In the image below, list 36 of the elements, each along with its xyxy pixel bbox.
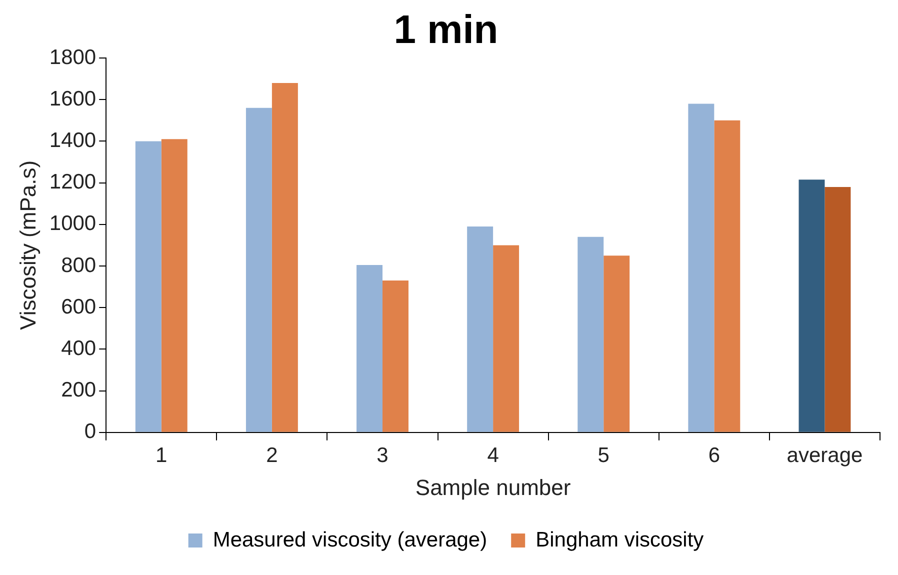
- x-tick-label: 1: [156, 444, 168, 467]
- bar: [246, 108, 272, 432]
- bar: [382, 280, 408, 432]
- y-tick-label: 0: [84, 420, 96, 444]
- bar: [467, 226, 494, 432]
- x-axis-title: Sample number: [415, 474, 571, 500]
- bar: [356, 264, 383, 432]
- legend-label: Bingham viscosity: [536, 528, 704, 552]
- x-tick-label: 4: [487, 444, 500, 467]
- bar: [688, 104, 714, 432]
- bar: [578, 236, 604, 432]
- bar: [493, 245, 520, 432]
- bar: [604, 256, 630, 432]
- bar: [272, 82, 298, 432]
- x-tick-label: 5: [598, 444, 610, 467]
- bar: [135, 141, 162, 432]
- x-tick-label: 6: [708, 444, 720, 467]
- bar: [161, 139, 188, 432]
- chart-title: 1 min: [394, 8, 498, 52]
- bar: [714, 120, 740, 432]
- x-tick-label: average: [786, 444, 863, 467]
- y-tick-label: 200: [61, 378, 96, 402]
- bar: [798, 180, 825, 432]
- x-tick-label: 2: [266, 444, 278, 467]
- y-tick-label: 1400: [49, 128, 96, 152]
- y-tick-label: 1800: [49, 46, 96, 69]
- bar: [824, 186, 851, 432]
- y-tick-label: 400: [61, 336, 96, 360]
- x-tick-label: 3: [376, 444, 388, 467]
- y-tick-label: 1600: [49, 87, 96, 110]
- legend-label: Measured viscosity (average): [212, 528, 488, 552]
- y-axis-title: Viscosity (mPa.s): [15, 160, 40, 330]
- y-tick-label: 600: [61, 295, 96, 318]
- y-tick-label: 1200: [49, 170, 96, 194]
- y-tick-label: 1000: [49, 212, 96, 236]
- y-tick-label: 800: [61, 254, 96, 277]
